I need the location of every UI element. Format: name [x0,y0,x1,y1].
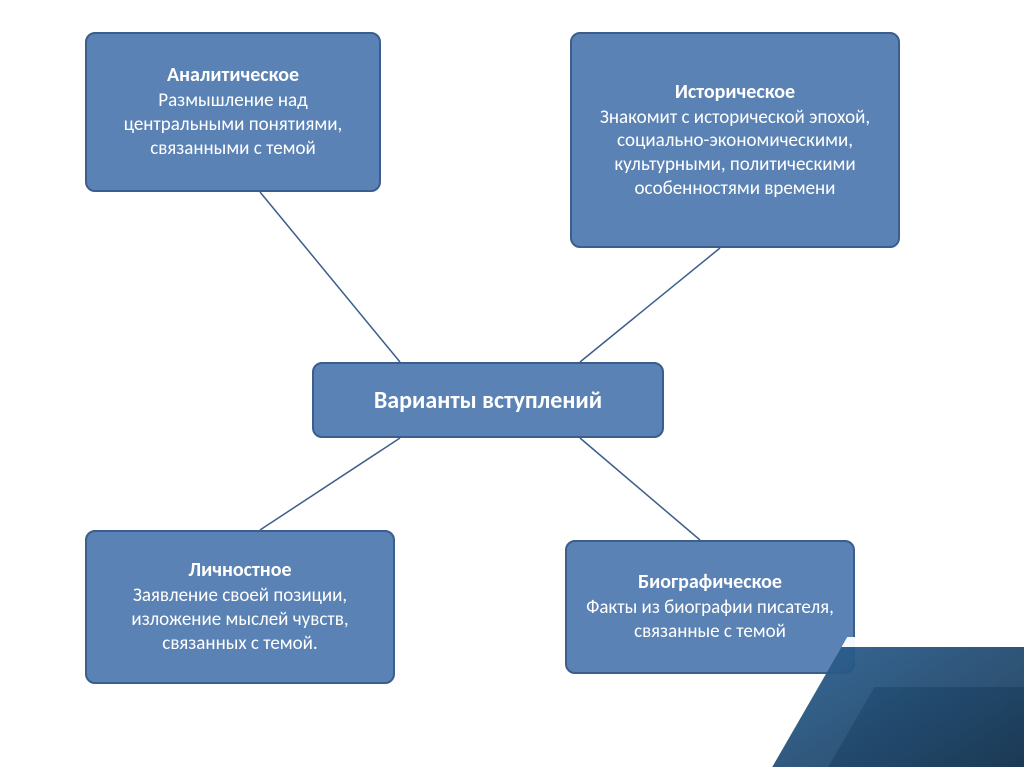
node-personal-title: Личностное [188,558,291,582]
node-analytical: Аналитическое Размышление над центральны… [85,32,381,192]
node-analytical-title: Аналитическое [167,63,299,87]
node-analytical-body: Размышление над центральными понятиями, … [97,89,369,160]
node-historical-title: Историческое [675,80,795,104]
node-historical: Историческое Знакомит с исторической эпо… [570,32,900,248]
node-biographical-body: Факты из биографии писателя, связанные с… [577,596,843,644]
node-historical-body: Знакомит с исторической эпохой, социальн… [582,106,888,201]
node-center-title: Варианты вступлений [374,386,602,415]
node-personal: Личностное Заявление своей позиции, изло… [85,530,395,684]
node-personal-body: Заявление своей позиции, изложение мысле… [97,584,383,655]
node-biographical: Биографическое Факты из биографии писате… [565,540,855,674]
node-center: Варианты вступлений [312,362,664,438]
node-biographical-title: Биографическое [638,570,782,594]
